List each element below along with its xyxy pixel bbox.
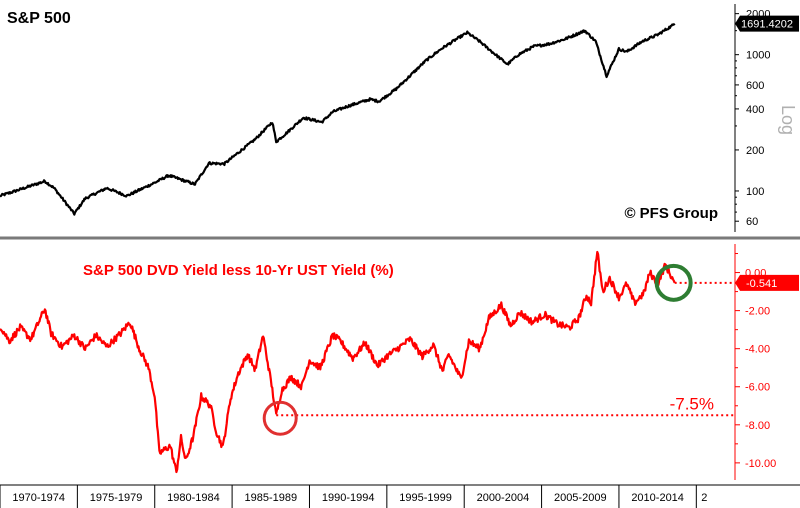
- bottom-last-value-label: -0.541: [746, 278, 777, 290]
- bottom-panel: 0.00-2.00-4.00-6.00-8.00-10.00S&P 500 DV…: [0, 244, 799, 480]
- top-y-tick-label: 400: [746, 104, 764, 116]
- top-y-axis-label: Log: [778, 105, 798, 135]
- top-y-tick-label: 100: [746, 186, 764, 198]
- bottom-last-value-badge: [735, 274, 799, 291]
- x-tick-label: 1995-1999: [399, 492, 452, 504]
- bottom-chart-title: S&P 500 DVD Yield less 10-Yr UST Yield (…: [83, 262, 394, 279]
- top-y-tick-label: 60: [746, 216, 758, 228]
- x-tick-label: 2005-2009: [554, 492, 607, 504]
- top-y-tick-label: 200: [746, 145, 764, 157]
- green-highlight-circle: [654, 263, 693, 302]
- top-annotation: © PFS Group: [624, 205, 718, 222]
- top-last-value-label: 1691.4202: [741, 19, 793, 31]
- x-tick-label: 2000-2004: [477, 492, 530, 504]
- bottom-y-tick-label: -6.00: [745, 382, 770, 394]
- x-tick-label: 1970-1974: [12, 492, 65, 504]
- red-highlight-circle: [262, 400, 298, 436]
- top-last-value-badge: [735, 15, 799, 32]
- x-tick-label: 1975-1979: [90, 492, 143, 504]
- top-chart-title: S&P 500: [7, 10, 71, 27]
- bottom-y-tick-label: -4.00: [745, 344, 770, 356]
- bottom-y-tick-label: -8.00: [745, 420, 770, 432]
- bottom-y-tick-label: -2.00: [745, 306, 770, 318]
- reference-annotation: -7.5%: [670, 394, 714, 413]
- top-y-tick-label: 600: [746, 80, 764, 92]
- x-tick-label: 2: [701, 492, 707, 504]
- x-tick-label: 1990-1994: [322, 492, 375, 504]
- yield-spread-line: [0, 250, 676, 474]
- x-axis: 1970-1974 1975-1979 1980-1984 1985-1989 1990…: [0, 484, 800, 508]
- x-tick-label: 1980-1984: [167, 492, 220, 504]
- bottom-y-tick-label: -10.00: [745, 458, 776, 470]
- x-tick-label: 1985-1989: [244, 492, 297, 504]
- top-y-tick-label: 1000: [746, 50, 770, 62]
- sp500-line: [0, 22, 676, 216]
- x-tick-label: 2010-2014: [631, 492, 684, 504]
